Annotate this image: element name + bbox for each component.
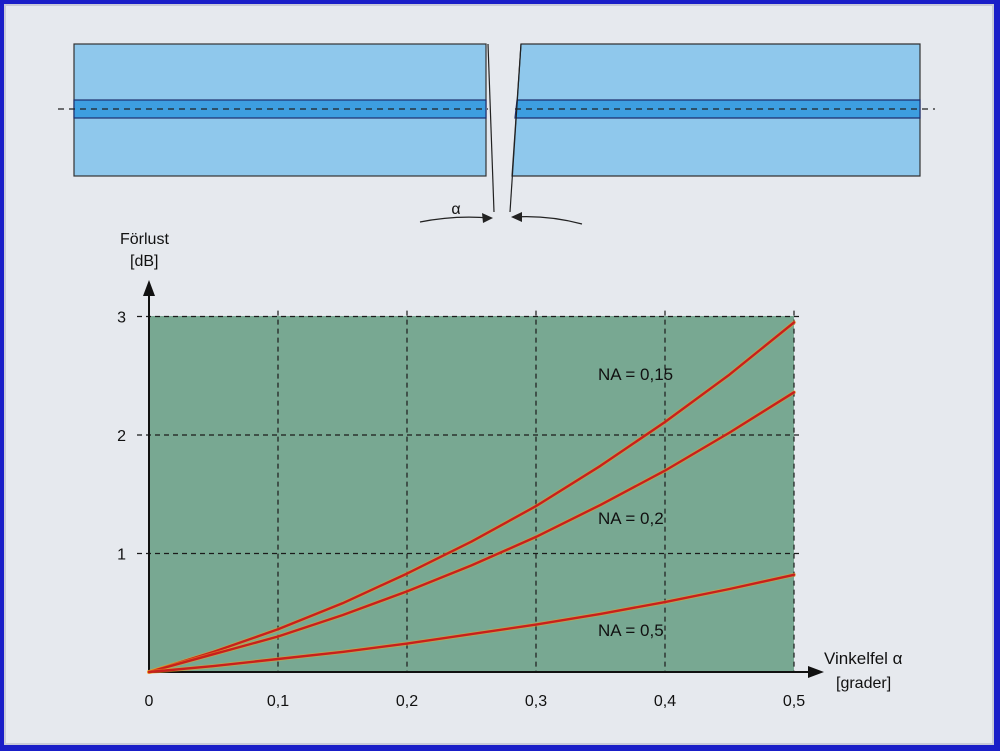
angle-arrowhead-left — [482, 213, 493, 223]
angle-tilted-line — [509, 43, 522, 213]
fiber-diagram: α — [58, 43, 935, 225]
angle-reference-line — [487, 43, 495, 213]
plot-area — [149, 316, 794, 672]
y-axis-label: Förlust — [120, 231, 169, 248]
x-tick-label: 0,1 — [267, 693, 289, 710]
x-tick-label: 0,2 — [396, 693, 418, 710]
x-axis-unit: [grader] — [836, 675, 891, 692]
tick-labels: 0 0,1 0,2 0,3 0,4 0,5 1 2 3 — [117, 310, 805, 711]
x-tick-label: 0 — [145, 693, 154, 710]
y-tick-label: 2 — [117, 428, 126, 445]
y-tick-label: 1 — [117, 547, 126, 564]
y-axis-unit: [dB] — [130, 253, 158, 270]
angle-label: α — [451, 201, 460, 218]
series-line — [147, 321, 796, 674]
x-tick-label: 0,3 — [525, 693, 547, 710]
x-axis-arrow — [808, 666, 824, 678]
series-label: NA = 0,15 — [598, 365, 673, 384]
angle-arrow-right — [513, 216, 583, 225]
series-label: NA = 0,2 — [598, 509, 664, 528]
series-line — [147, 573, 796, 674]
y-tick-label: 3 — [117, 310, 126, 327]
series-labels: NA = 0,15 NA = 0,2 NA = 0,5 — [598, 365, 673, 640]
series-line — [147, 391, 796, 674]
grid-lines — [137, 310, 800, 672]
series-label: NA = 0,5 — [598, 621, 664, 640]
angle-arrowhead-right — [511, 212, 522, 222]
curves — [147, 320, 796, 674]
x-tick-label: 0,5 — [783, 693, 805, 710]
x-tick-label: 0,4 — [654, 693, 676, 710]
y-axis-arrow — [143, 280, 155, 296]
chart: Förlust [dB] Vinkelfel α [grader] 0 0,1 0,… — [117, 231, 903, 710]
x-axis-label: Vinkelfel α — [824, 649, 903, 668]
